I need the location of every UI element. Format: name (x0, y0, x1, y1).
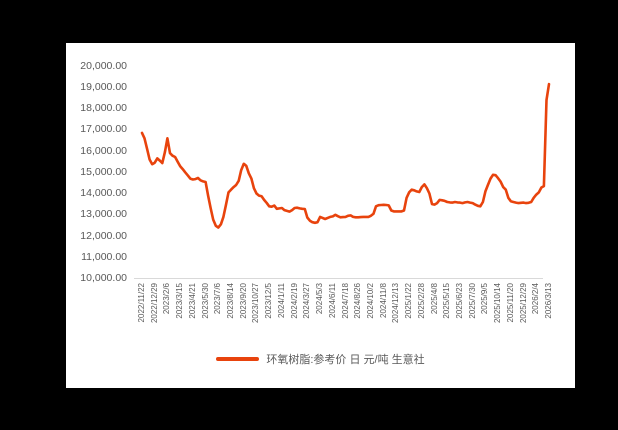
x-axis-label: 2024/12/13 (391, 283, 401, 324)
x-axis-label: 2023/10/27 (251, 283, 261, 324)
x-axis-label: 2023/8/14 (226, 283, 236, 319)
x-axis-label: 2024/11/8 (378, 283, 388, 318)
x-axis-label: 2024/6/11 (327, 283, 337, 318)
x-axis-label: 2024/3/27 (302, 283, 312, 319)
x-axis-label: 2024/7/18 (340, 283, 350, 319)
y-axis-label: 10,000.00 (80, 272, 127, 284)
x-axis-label: 2025/1/22 (404, 283, 414, 319)
x-axis-label: 2025/7/30 (467, 283, 477, 319)
x-axis-label: 2022/11/22 (137, 283, 146, 323)
x-axis-label: 2026/3/13 (544, 283, 553, 319)
price-line-chart (134, 82, 551, 279)
x-axis-label: 2023/9/20 (238, 283, 248, 319)
x-axis-label: 2024/10/2 (365, 283, 375, 319)
x-axis-label: 2025/10/14 (493, 283, 503, 324)
x-axis-label: 2023/2/6 (162, 283, 172, 315)
x-axis-label: 2026/2/4 (531, 283, 541, 315)
x-axis-label: 2025/2/28 (416, 283, 426, 319)
legend-line-marker-icon (216, 357, 260, 361)
y-axis-label: 14,000.00 (80, 187, 127, 199)
y-axis-label: 18,000.00 (80, 102, 127, 114)
x-axis-label: 2024/5/3 (315, 283, 325, 315)
x-axis-label: 2023/3/15 (175, 283, 185, 319)
y-axis-label: 20,000.00 (80, 59, 127, 72)
x-axis-label: 2023/7/6 (213, 283, 223, 315)
x-axis-label: 2025/5/15 (442, 283, 452, 319)
y-axis-label: 12,000.00 (80, 229, 127, 242)
x-axis-label: 2022/12/29 (149, 283, 159, 324)
y-axis-label: 19,000.00 (80, 80, 127, 93)
y-axis-label: 17,000.00 (80, 123, 127, 136)
price-line (140, 82, 551, 229)
x-axis-label: 2024/8/26 (353, 283, 363, 319)
x-axis-label: 2023/12/5 (264, 283, 274, 319)
legend-label: 环氧树脂:参考价 日 元/吨 生意社 (266, 354, 425, 366)
x-axis-label: 2025/9/5 (480, 283, 490, 315)
x-axis-label: 2024/1/11 (276, 283, 286, 318)
chart-area: 20,000.00 19,000.00 18,000.00 17,000.00 16,0… (66, 43, 575, 388)
x-axis-label: 2023/5/30 (200, 283, 210, 319)
y-axis-label: 16,000.00 (80, 144, 127, 157)
y-axis-label: 15,000.00 (80, 165, 127, 178)
x-axis-label: 2023/4/21 (187, 283, 197, 319)
x-axis-label: 2025/11/20 (505, 283, 515, 323)
x-axis-label: 2025/12/29 (518, 283, 528, 324)
x-axis-label: 2024/2/19 (289, 283, 299, 319)
y-axis-label: 11,000.00 (81, 250, 127, 263)
y-axis-label: 13,000.00 (80, 208, 127, 221)
x-axis-label: 2025/4/8 (429, 283, 439, 315)
legend: 环氧树脂:参考价 日 元/吨 生意社 (66, 351, 575, 367)
x-axis-label: 2025/6/23 (454, 283, 464, 319)
